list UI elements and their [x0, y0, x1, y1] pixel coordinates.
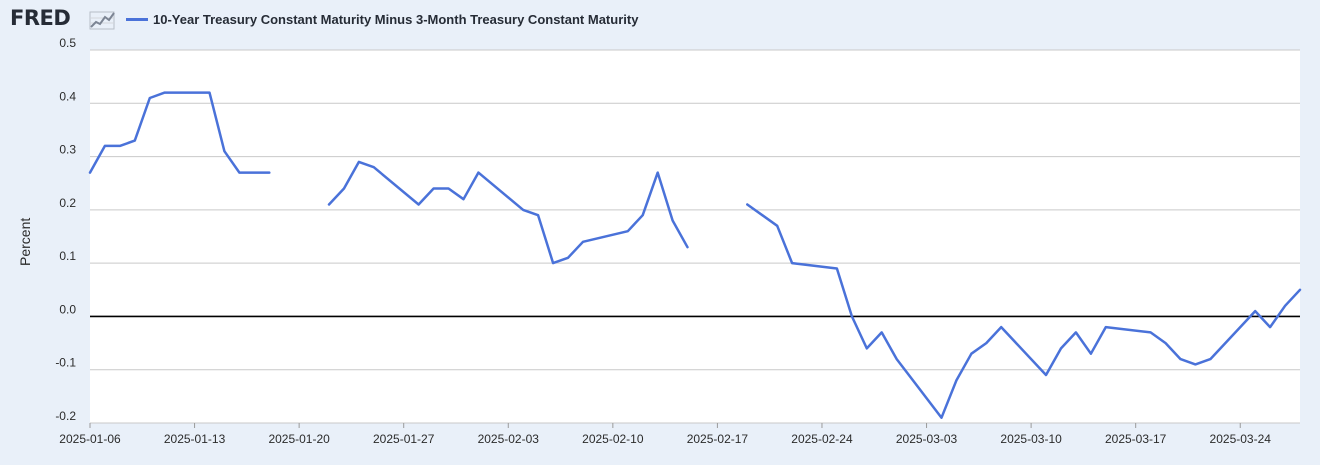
- x-tick-label: 2025-02-10: [582, 432, 644, 446]
- x-axis-ticks: 2025-01-06 2025-01-13 2025-01-20 2025-01-27…: [59, 423, 1271, 446]
- x-tick-label: 2025-02-03: [478, 432, 540, 446]
- y-tick-label: 0.3: [59, 143, 76, 157]
- grid-lines: [90, 49, 1300, 424]
- x-tick-label: 2025-03-03: [896, 432, 958, 446]
- fred-logo[interactable]: FRED: [10, 6, 71, 30]
- y-axis-ticks: 0.5 0.4 0.3 0.2 0.1 0.0 -0.1 -0.2: [55, 36, 76, 423]
- chart-header: FRED 10-Year Treasury Constant Maturity …: [0, 0, 1320, 40]
- y-tick-label: -0.2: [55, 409, 76, 423]
- plot-area: [90, 50, 1300, 423]
- x-tick-label: 2025-03-17: [1105, 432, 1167, 446]
- x-tick-label: 2025-03-10: [1000, 432, 1062, 446]
- x-tick-label: 2025-02-17: [687, 432, 749, 446]
- x-tick-label: 2025-01-06: [59, 432, 121, 446]
- y-tick-label: 0.5: [59, 36, 76, 50]
- series-group: [88, 91, 1302, 419]
- legend-swatch: [126, 18, 148, 21]
- legend-label: 10-Year Treasury Constant Maturity Minus…: [153, 12, 639, 27]
- y-tick-label: 0.4: [59, 89, 76, 103]
- y-tick-label: -0.1: [55, 356, 76, 370]
- series-line[interactable]: [327, 160, 689, 265]
- series-line[interactable]: [746, 203, 1302, 419]
- y-tick-label: 0.0: [59, 302, 76, 316]
- series-line[interactable]: [88, 91, 271, 174]
- y-tick-label: 0.2: [59, 196, 76, 210]
- y-tick-label: 0.1: [59, 249, 76, 263]
- x-tick-label: 2025-01-13: [164, 432, 226, 446]
- x-tick-label: 2025-02-24: [791, 432, 853, 446]
- x-tick-label: 2025-03-24: [1210, 432, 1272, 446]
- fred-chart-icon: [89, 11, 115, 30]
- x-tick-label: 2025-01-20: [268, 432, 330, 446]
- x-tick-label: 2025-01-27: [373, 432, 435, 446]
